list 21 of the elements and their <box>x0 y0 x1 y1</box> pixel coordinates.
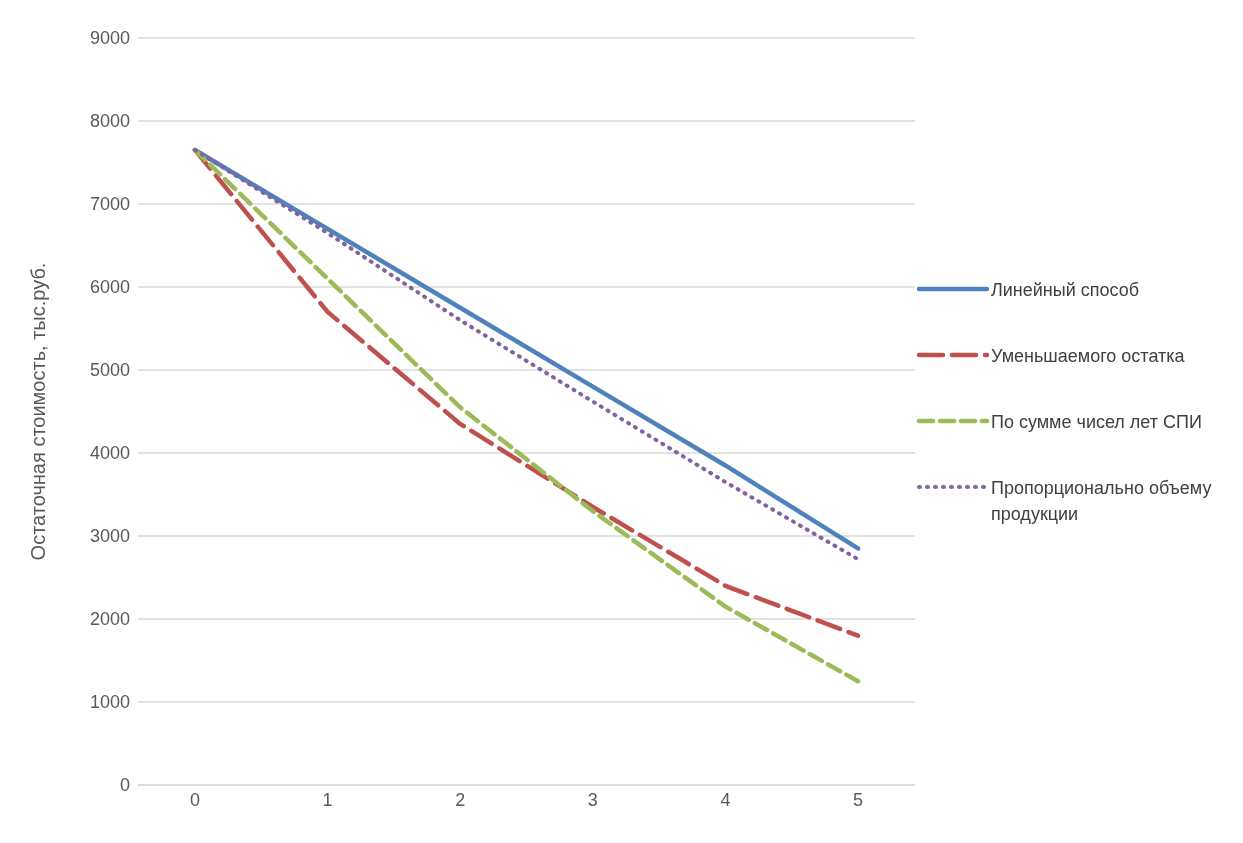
x-tick-label: 4 <box>720 789 731 810</box>
y-tick-label: 6000 <box>89 277 130 298</box>
x-tick-label: 0 <box>189 789 201 810</box>
x-tick-label: 1 <box>322 789 333 810</box>
y-tick-label: 2000 <box>89 609 130 630</box>
y-tick-label: 8000 <box>89 111 130 132</box>
x-tick-label: 2 <box>455 789 466 810</box>
legend-label: Пропорционально объему продукции <box>991 476 1213 526</box>
y-tick-label: 7000 <box>89 194 130 215</box>
y-tick-label: 5000 <box>89 360 130 381</box>
y-tick-label: 9000 <box>89 28 130 49</box>
legend-label: Уменьшаемого остатка <box>991 344 1185 368</box>
x-tick-label: 5 <box>852 789 864 810</box>
x-tick-label: 3 <box>587 789 598 810</box>
legend-label: По сумме чисел лет СПИ <box>991 410 1202 434</box>
y-tick-label: 0 <box>119 775 130 796</box>
y-axis-title: Остаточная стоимость, тыс.руб. <box>27 262 50 561</box>
y-tick-label: 1000 <box>89 692 130 713</box>
y-tick-label: 3000 <box>89 526 130 547</box>
legend-label: Линейный способ <box>991 278 1140 302</box>
y-tick-label: 4000 <box>89 443 130 464</box>
